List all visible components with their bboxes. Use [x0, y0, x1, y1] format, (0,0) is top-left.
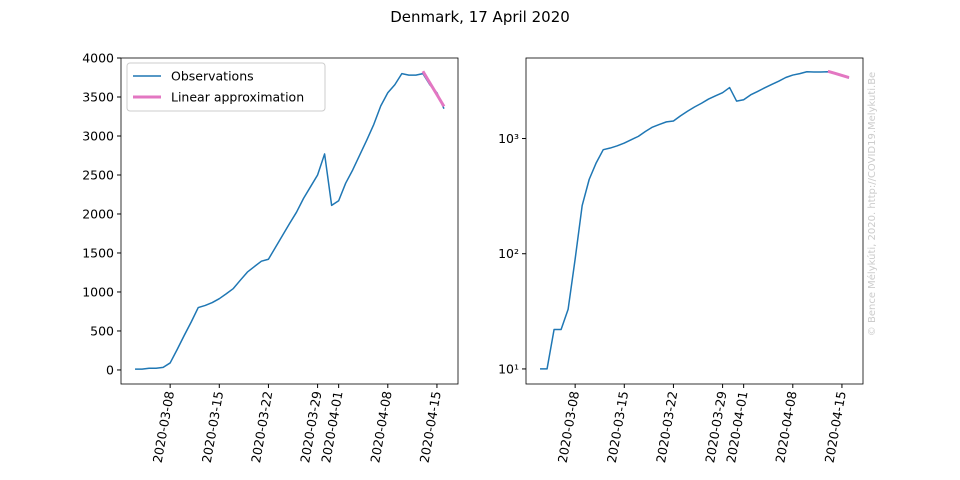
axes-frame — [525, 57, 864, 385]
y-tick-label: 10³ — [498, 131, 519, 146]
y-tick-label: 2000 — [82, 206, 114, 221]
legend-label: Observations — [171, 69, 254, 84]
y-tick-label: 10² — [498, 246, 519, 261]
y-tick-label: 3000 — [82, 128, 114, 143]
y-tick-label: 4000 — [82, 51, 114, 66]
watermark: © Bence Mélykúti, 2020. http://COVID19.M… — [866, 72, 878, 336]
legend-label: Linear approximation — [171, 90, 304, 105]
legend-box — [126, 62, 326, 112]
y-tick-label: 3500 — [82, 89, 114, 104]
y-tick-label: 10¹ — [498, 361, 519, 376]
x-tick-label: 2020-04-15 — [822, 390, 849, 464]
x-tick-label: 2020-04-15 — [417, 390, 444, 464]
legend: Observations Linear approximation — [126, 62, 326, 112]
x-tick-label: 2020-03-15 — [604, 390, 631, 464]
x-tick-label: 2020-03-22 — [248, 390, 275, 464]
y-tick-label: 1000 — [82, 284, 114, 299]
x-tick-label: 2020-03-22 — [653, 390, 680, 464]
series-line — [135, 72, 445, 370]
axes-frame — [120, 57, 459, 385]
y-tick-label: 0 — [106, 362, 114, 377]
series-line — [827, 69, 850, 80]
y-tick-label: 500 — [90, 323, 114, 338]
x-tick-label: 2020-04-08 — [772, 390, 799, 464]
x-tick-label: 2020-04-08 — [367, 390, 394, 464]
x-tick-label: 2020-03-08 — [555, 390, 582, 464]
x-tick-label: 2020-03-08 — [150, 390, 177, 464]
figure-title: Denmark, 17 April 2020 — [390, 8, 570, 26]
y-tick-label: 1500 — [82, 245, 114, 260]
x-tick-label: 2020-03-15 — [199, 390, 226, 464]
y-tick-label: 2500 — [82, 167, 114, 182]
series-line — [421, 70, 446, 108]
series-line — [540, 70, 850, 370]
